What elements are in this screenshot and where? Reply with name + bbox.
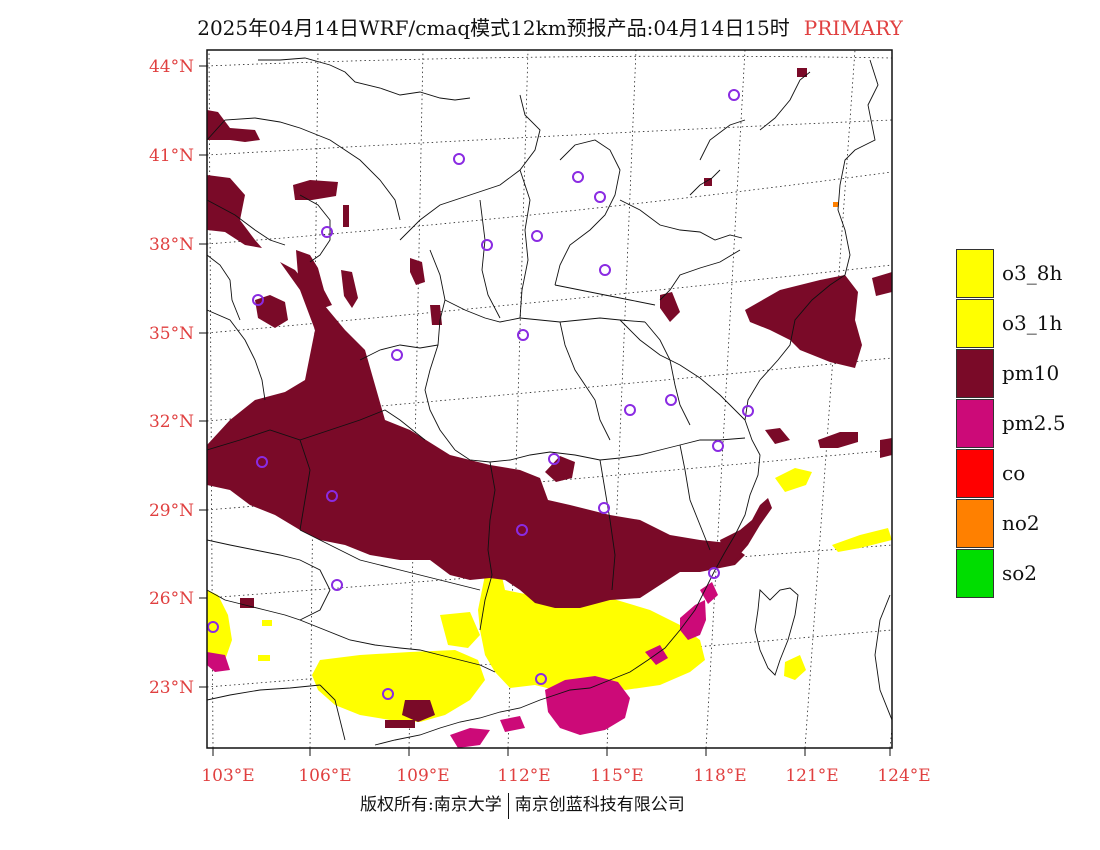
lat-label-38: 38°N [149,235,194,255]
lon-label-106: 106°E [298,766,351,786]
legend-swatch [956,299,994,348]
legend-swatch [956,549,994,598]
copyright-right: 南京创蓝科技有限公司 [514,795,685,815]
map-content [207,50,892,748]
graticule [207,50,892,748]
lon-label-118: 118°E [693,766,746,786]
lon-label-109: 109°E [396,766,449,786]
legend-label: co [1002,461,1026,485]
copyright-left: 版权所有:南京大学 [360,795,502,815]
lon-label-103: 103°E [201,766,254,786]
station-markers [207,89,754,700]
lon-label-121: 121°E [785,766,838,786]
map-title: 2025年04月14日WRF/cmaq模式12km预报产品:04月14日15时 P… [0,12,1100,41]
lat-label-35: 35°N [149,324,194,344]
legend-swatch [956,349,994,398]
lat-label-29: 29°N [149,501,194,521]
lat-label-23: 23°N [149,678,194,698]
legend-swatch [956,249,994,298]
lat-label-32: 32°N [149,412,194,432]
title-tag: PRIMARY [803,16,903,40]
legend-label: so2 [1002,561,1038,585]
copyright: 版权所有:南京大学 南京创蓝科技有限公司 [360,790,685,819]
boundaries [207,57,892,746]
lat-label-41: 41°N [149,146,194,166]
lon-labels: 103°E 106°E 109°E 112°E 115°E 118°E 121°… [201,766,930,786]
legend-label: no2 [1002,511,1040,535]
legend-swatch [956,449,994,498]
legend-swatch [956,499,994,548]
legend-label: o3_8h [1002,261,1063,285]
pm25-areas [207,582,718,748]
legend-label: pm10 [1002,361,1060,385]
map-frame [206,49,893,749]
lon-ticks [212,748,891,756]
lon-label-124: 124°E [877,766,930,786]
copyright-separator [507,792,509,819]
lon-label-112: 112°E [497,766,550,786]
legend-label: pm2.5 [1002,411,1066,435]
lat-labels: 44°N 41°N 38°N 35°N 32°N 29°N 26°N 23°N [149,57,194,698]
lon-label-115: 115°E [590,766,643,786]
legend-label: o3_1h [1002,311,1063,335]
legend-swatch [956,399,994,448]
lat-label-44: 44°N [149,57,194,77]
lat-ticks [199,65,207,688]
lat-label-26: 26°N [149,589,194,609]
title-text: 2025年04月14日WRF/cmaq模式12km预报产品:04月14日15时 [197,16,790,40]
